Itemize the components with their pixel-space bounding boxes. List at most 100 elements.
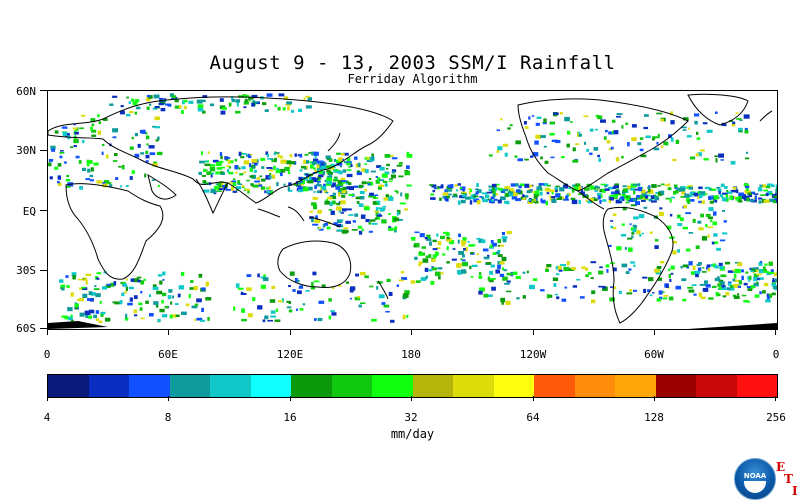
rain-pixel — [241, 318, 247, 322]
chart-title: August 9 - 13, 2003 SSM/I Rainfall — [209, 52, 616, 74]
rain-pixel — [378, 179, 384, 181]
rain-pixel — [590, 277, 594, 279]
rain-pixel — [297, 290, 302, 295]
rain-pixel — [542, 121, 547, 125]
rain-pixel — [345, 281, 349, 284]
rain-pixel — [361, 181, 367, 185]
rain-pixel — [95, 277, 99, 280]
rain-pixel — [444, 189, 449, 193]
lat-label-30n: 30N — [16, 144, 36, 157]
rain-pixel — [750, 191, 756, 195]
rain-pixel — [336, 184, 339, 188]
rain-pixel — [311, 202, 317, 206]
rain-pixel — [294, 153, 297, 157]
rain-pixel — [721, 210, 726, 212]
rain-pixel — [61, 126, 68, 129]
rain-pixel — [353, 185, 359, 188]
rain-pixel — [476, 260, 482, 263]
rain-pixel — [598, 285, 603, 288]
colorbar-label-64: 64 — [526, 411, 540, 424]
rain-pixel — [509, 188, 514, 191]
rain-pixel — [641, 199, 646, 202]
rain-pixel — [534, 140, 539, 145]
rain-pixel — [735, 189, 739, 194]
rain-pixel — [467, 241, 470, 243]
rain-pixel — [419, 251, 422, 254]
rain-pixel — [262, 102, 267, 106]
rain-pixel — [554, 293, 559, 296]
rain-pixel — [472, 195, 479, 198]
rain-pixel — [346, 157, 351, 162]
lat-tick — [40, 270, 47, 271]
rain-pixel — [652, 136, 655, 141]
rain-pixel — [744, 189, 751, 194]
rain-pixel — [515, 183, 519, 187]
rain-pixel — [551, 139, 558, 142]
rain-pixel — [489, 270, 494, 275]
rain-pixel — [440, 235, 445, 240]
rain-pixel — [314, 185, 317, 189]
rain-pixel — [266, 93, 273, 97]
rain-pixel — [759, 291, 762, 295]
rain-pixel — [339, 181, 345, 184]
rain-pixel — [68, 316, 73, 321]
rain-pixel — [145, 131, 148, 135]
rain-pixel — [737, 285, 742, 288]
rain-pixel — [267, 158, 273, 160]
rain-pixel — [254, 163, 258, 166]
rain-pixel — [705, 193, 708, 195]
rain-pixel — [735, 196, 739, 201]
rain-pixel — [320, 165, 327, 170]
lon-label-180: 180 — [401, 348, 421, 361]
rain-pixel — [96, 180, 103, 184]
rain-pixel — [557, 265, 562, 270]
rain-pixel — [506, 272, 513, 276]
rain-pixel — [398, 279, 404, 282]
rain-pixel — [753, 276, 758, 282]
rain-pixel — [437, 241, 442, 246]
rain-pixel — [451, 258, 457, 261]
rain-pixel — [54, 130, 59, 134]
rain-pixel — [572, 147, 576, 152]
rain-pixel — [129, 146, 134, 150]
rain-pixel — [400, 271, 405, 274]
rain-pixel — [549, 195, 552, 198]
rain-pixel — [754, 294, 760, 298]
rain-pixel — [659, 261, 665, 264]
rain-pixel — [642, 276, 648, 279]
rain-pixel — [316, 160, 322, 164]
rain-pixel — [709, 200, 714, 204]
rain-pixel — [157, 184, 160, 188]
rain-pixel — [243, 171, 247, 174]
rain-pixel — [666, 225, 672, 230]
rain-pixel — [711, 241, 715, 245]
rain-pixel — [77, 278, 84, 281]
rain-pixel — [490, 199, 495, 202]
rain-pixel — [670, 265, 675, 270]
rain-pixel — [684, 193, 690, 198]
rain-pixel — [308, 176, 312, 181]
rain-pixel — [714, 277, 721, 282]
rain-pixel — [308, 152, 313, 154]
rain-pixel — [627, 142, 630, 147]
rain-pixel — [284, 96, 289, 100]
rain-pixel — [610, 286, 613, 288]
rain-pixel — [529, 284, 535, 290]
rain-pixel — [705, 224, 708, 227]
rain-pixel — [346, 162, 352, 166]
rain-pixel — [313, 151, 319, 156]
rain-pixel — [723, 186, 728, 189]
rain-pixel — [222, 185, 228, 190]
rain-pixel — [458, 233, 461, 238]
rain-pixel — [694, 270, 701, 274]
rain-pixel — [341, 180, 347, 182]
rain-pixel — [711, 285, 717, 289]
lon-label-60e: 60E — [158, 348, 178, 361]
rain-pixel — [154, 116, 160, 121]
rain-pixel — [236, 102, 239, 107]
rain-pixel — [298, 189, 303, 193]
rain-pixel — [628, 247, 633, 252]
rain-pixel — [614, 194, 618, 198]
rain-pixel — [694, 113, 700, 117]
rain-pixel — [446, 193, 452, 196]
